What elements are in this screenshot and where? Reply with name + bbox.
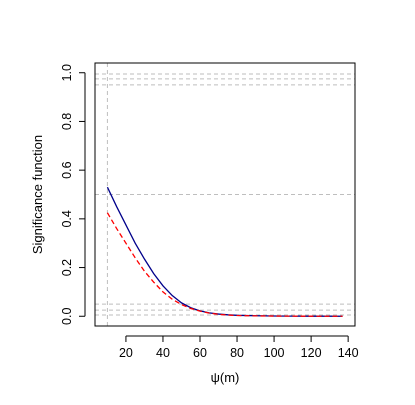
y-tick-label: 0.0	[60, 308, 74, 325]
x-tick-label: 40	[156, 346, 170, 360]
y-axis-label: Significance function	[30, 135, 45, 254]
y-tick-label: 0.2	[60, 259, 74, 276]
series-line-2	[106, 212, 343, 317]
x-tick-label: 20	[119, 346, 133, 360]
x-tick-label: 140	[338, 346, 359, 360]
series-group	[106, 186, 343, 317]
y-tick-label: 0.4	[60, 210, 74, 227]
series-line-1	[106, 186, 343, 317]
x-tick-label: 120	[301, 346, 322, 360]
reference-lines	[95, 63, 355, 326]
y-tick-label: 1.0	[60, 64, 74, 81]
plot-frame	[94, 62, 356, 327]
x-axis: 20 40 60 80 100 120 140	[119, 335, 359, 360]
x-axis-label: ψ(m)	[211, 370, 240, 385]
y-tick-label: 0.8	[60, 113, 74, 130]
y-tick-label: 0.6	[60, 161, 74, 178]
y-axis: 0.0 0.2 0.4 0.6 0.8 1.0	[60, 64, 86, 325]
x-tick-label: 60	[193, 346, 207, 360]
x-tick-label: 80	[230, 346, 244, 360]
x-tick-label: 100	[264, 346, 285, 360]
